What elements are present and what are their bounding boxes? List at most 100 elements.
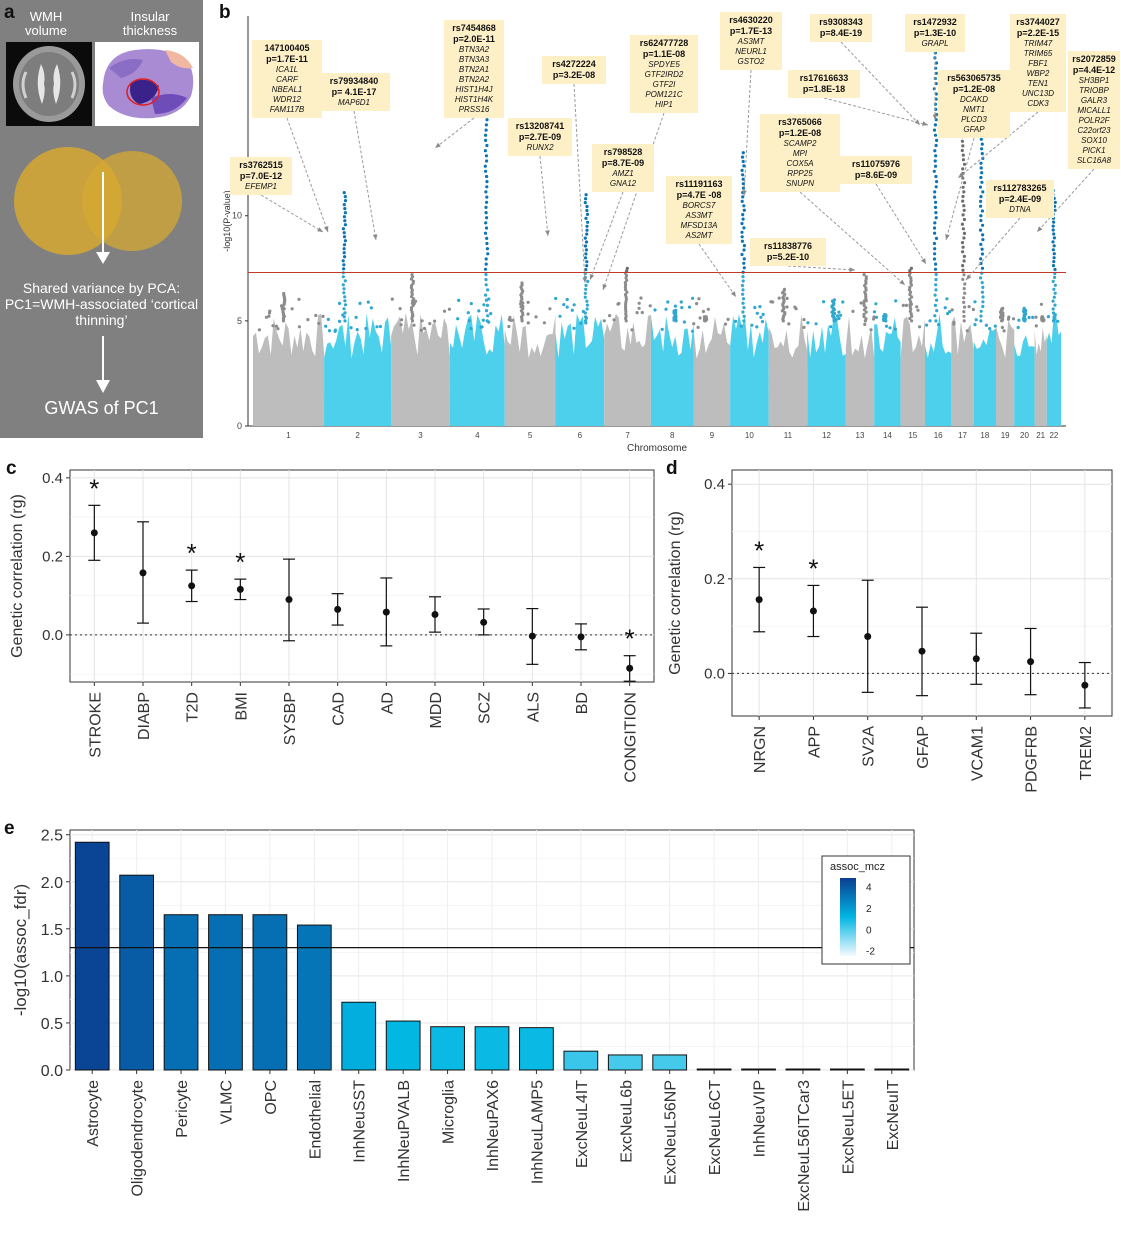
significance-star: * [625,624,635,654]
snp-point [485,319,489,323]
snp-point [909,300,913,304]
snp-point [981,238,985,242]
snp-point [934,97,938,101]
chromosome-11-density [768,314,808,426]
snp-point [637,306,641,310]
snp-point [981,190,985,194]
snp-point [934,92,938,96]
x-tick-label: CONGITION [623,692,640,783]
snp-point [469,302,473,306]
y-tick-label: 1.5 [41,922,63,939]
chromosome-3-points [390,273,451,426]
chromosome-tick-label: 7 [625,431,630,440]
chromosome-tick-label: 22 [1049,431,1058,440]
snp-point [1051,216,1055,220]
bar [741,1068,776,1071]
snp-point [864,297,868,301]
snp-point [358,301,362,305]
snp-point [483,267,488,271]
snp-point [485,76,489,81]
snp-point [534,315,538,319]
snp-point [1039,302,1043,306]
point-estimate [577,633,585,641]
snp-point [934,216,938,220]
snp-point [771,300,775,304]
snp-point [653,308,657,312]
x-tick-label: Endothelial [307,1080,324,1159]
snp-point [742,319,746,323]
snp-point [740,235,744,239]
snp-point [909,283,914,287]
chromosome-16-density [924,313,952,426]
snp-point [1053,267,1057,272]
snp-point [290,307,294,311]
snp-point [935,180,939,184]
gwas-pc1-text: GWAS of PC1 [44,398,159,418]
snp-point [753,305,757,310]
snp-point [585,232,589,236]
snp-point [908,316,912,321]
x-tick-label: ExcNeuL6b [618,1080,635,1163]
snp-point [832,311,837,316]
snp-point [980,209,985,213]
snp-point [822,300,826,304]
x-tick-label: InhNeuSST [352,1080,369,1163]
snp-point [486,314,490,318]
x-tick-label: ExcNeuL6CT [707,1080,724,1175]
snp-point [1053,283,1057,287]
snp-point [485,247,489,251]
snp-point [268,309,272,313]
snp-point [542,321,546,325]
snp-point [673,304,677,308]
snp-point [1034,315,1038,319]
snp-point [679,300,683,304]
snp-point [664,307,668,311]
snp-point [637,301,641,305]
snp-point [257,328,261,332]
snp-point [485,159,489,163]
snp-point [933,76,937,81]
genetic-correlation-chart-c: 0.0 0.2 0.4 * STROKE DIABP * T2D * BMI SYSBP CAD AD M… [9,469,655,783]
snp-point [934,200,938,204]
snp-point [585,204,589,209]
snp-point [507,324,511,329]
snp-point [485,185,489,189]
y-tick-label: 0.4 [42,470,63,487]
snp-point [624,319,628,323]
snp-point [973,300,977,304]
snp-point [950,308,954,312]
snp-point [742,257,746,261]
snp-point [342,235,347,239]
snp-point [963,181,967,185]
snp-point [585,208,589,213]
snp-point [740,221,744,226]
point-estimate [431,610,439,618]
snp-point [782,287,787,291]
snp-point [960,148,964,153]
snp-point [639,296,643,300]
down-arrow-icon [96,336,110,393]
snp-point [526,312,530,316]
snp-point [485,195,489,199]
x-tick-label: SYSBP [282,692,299,745]
significance-star: * [187,538,197,568]
snp-point [1051,228,1055,232]
snp-point [908,304,912,309]
snp-point [984,323,989,327]
snp-point [343,239,347,243]
snp-point [1000,325,1005,330]
snp-point [349,326,353,330]
x-tick-label: STROKE [87,692,104,758]
snp-point [485,82,490,86]
snp-point [980,171,984,175]
snp-point [910,314,914,318]
snp-point [584,283,588,287]
snp-point [741,173,745,177]
snp-point [375,325,379,329]
snp-point [1017,318,1021,322]
snp-point [366,300,370,304]
snp-point [342,291,346,295]
snp-point [584,287,588,291]
snp-point [979,257,983,261]
snp-point [1052,260,1056,264]
